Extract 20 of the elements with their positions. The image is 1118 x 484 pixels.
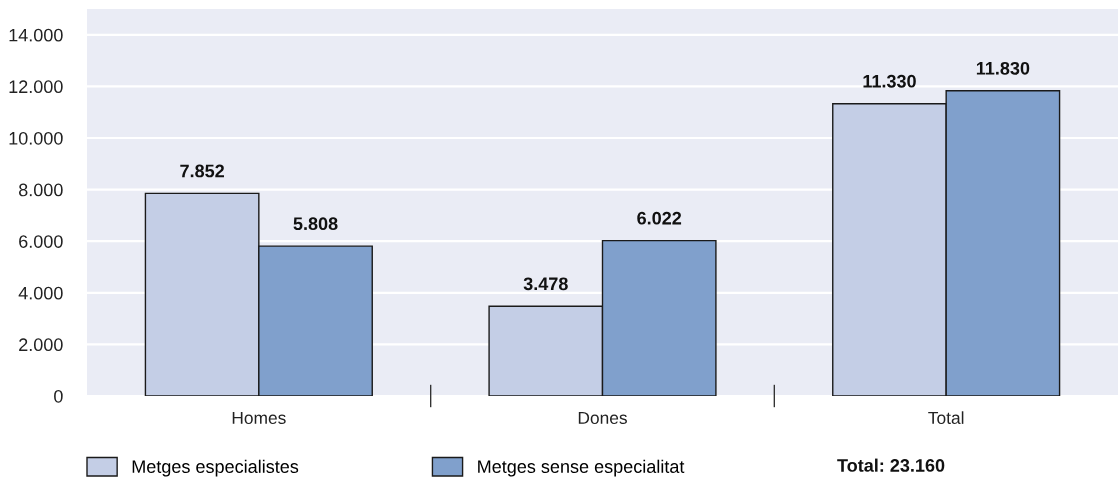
data-label: 11.330: [863, 74, 916, 88]
y-tick-label: 14.000: [9, 28, 63, 42]
y-tick-label: 10.000: [9, 131, 63, 145]
data-label: 7.852: [180, 164, 224, 178]
y-tick-label: 4.000: [18, 286, 63, 300]
legend-label: Metges sense especialitat: [478, 459, 685, 477]
x-tick-label: Dones: [578, 411, 627, 425]
data-label: 6.022: [637, 211, 682, 225]
data-label: 11.830: [976, 61, 1030, 75]
y-tick-label: 12.000: [9, 80, 63, 94]
data-label: 5.808: [293, 217, 338, 231]
legend-label: Metges especialistes: [132, 459, 299, 477]
text: Total: 23.160: [837, 458, 945, 472]
y-tick-label: 8.000: [18, 183, 63, 197]
data-label: 3.478: [523, 277, 568, 291]
x-tick-label: Total: [928, 411, 964, 425]
y-tick-label: 2.000: [19, 338, 63, 352]
y-tick-label: 0: [54, 389, 63, 403]
y-tick-label: 6.000: [19, 235, 63, 248]
x-tick-label: Homes: [232, 411, 286, 425]
